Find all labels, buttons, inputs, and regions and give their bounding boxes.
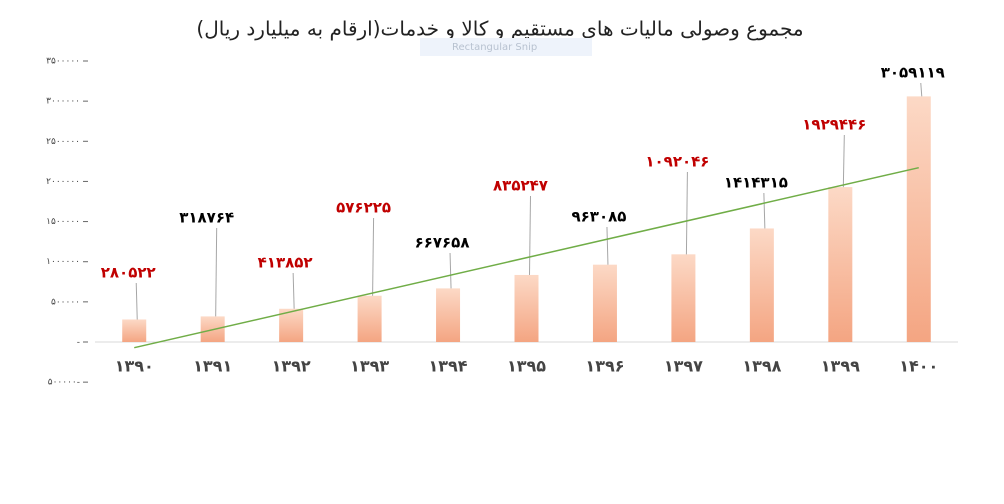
x-tick-label: ۱۳۹۸ — [742, 357, 781, 376]
data-label: ۵۷۶۲۲۵ — [336, 199, 391, 217]
x-tick-label: ۱۴۰۰ — [899, 357, 938, 376]
bar — [828, 187, 853, 342]
bar — [906, 96, 931, 342]
trend-line — [134, 166, 919, 349]
x-tick-label: ۱۳۹۱ — [193, 357, 232, 376]
x-tick-label: ۱۳۹۰ — [115, 357, 154, 376]
y-tick-label: ۵۰۰۰۰۰ — [51, 297, 80, 307]
data-label: ۶۶۷۶۵۸ — [415, 234, 470, 252]
leader-line — [920, 82, 923, 97]
bar — [436, 288, 461, 342]
x-tick-label: ۱۳۹۴ — [429, 357, 468, 376]
y-tick-label: ۱۰۰۰۰۰۰ — [46, 257, 80, 267]
bar — [592, 264, 617, 342]
x-tick-label: ۱۳۹۲ — [272, 357, 311, 376]
bar — [749, 228, 774, 342]
data-label: ۲۸۰۵۲۲ — [101, 264, 156, 282]
y-tick-label: ۲۰۰۰۰۰۰ — [46, 177, 80, 187]
leader-line — [449, 252, 452, 289]
y-tick-label: ۱۵۰۰۰۰۰ — [46, 217, 80, 227]
data-label: ۱۴۱۴۳۱۵ — [724, 174, 788, 192]
overlay-text: Rectangular Snip — [452, 42, 537, 53]
leader-line — [529, 195, 531, 275]
y-tick-label: ۳۵۰۰۰۰۰ — [46, 57, 80, 67]
data-label: ۱۹۲۹۴۴۶ — [802, 116, 866, 134]
data-label: ۱۰۹۲۰۴۶ — [645, 153, 709, 171]
leader-line — [292, 272, 295, 309]
bar — [514, 274, 539, 342]
leader-line — [842, 134, 845, 188]
y-tick-label: ۲۵۰۰۰۰۰ — [46, 137, 80, 147]
leader-line — [215, 227, 218, 317]
x-tick-label: ۱۳۹۷ — [664, 357, 703, 376]
data-label: ۹۶۳۰۸۵ — [571, 208, 626, 226]
x-tick-label: ۱۳۹۵ — [507, 357, 546, 376]
leader-line — [606, 226, 609, 265]
bar — [671, 254, 696, 342]
snip-overlay — [420, 38, 592, 56]
data-label: ۸۳۵۲۴۷ — [493, 177, 548, 195]
y-tick-label: ۳۰۰۰۰۰۰ — [46, 97, 80, 107]
x-tick-label: ۱۳۹۹ — [821, 357, 860, 376]
bar — [122, 319, 147, 342]
leader-line — [763, 192, 766, 229]
data-label: ۳۱۸۷۶۴ — [179, 209, 234, 227]
data-label: ۴۱۳۸۵۲ — [258, 254, 313, 272]
leader-line — [135, 282, 138, 320]
leader-line — [685, 171, 688, 255]
y-tick-label: - — [77, 338, 80, 348]
y-tick-label: ۵۰۰۰۰۰- — [48, 378, 80, 388]
chart-title: مجموع وصولی مالیات های مستقیم و کالا و خ… — [196, 17, 803, 41]
leader-line — [372, 217, 375, 296]
x-tick-label: ۱۳۹۶ — [585, 357, 624, 376]
bar — [357, 295, 382, 342]
x-tick-label: ۱۳۹۳ — [350, 357, 389, 376]
bar — [279, 308, 304, 342]
data-label: ۳۰۵۹۱۱۹ — [881, 64, 945, 82]
